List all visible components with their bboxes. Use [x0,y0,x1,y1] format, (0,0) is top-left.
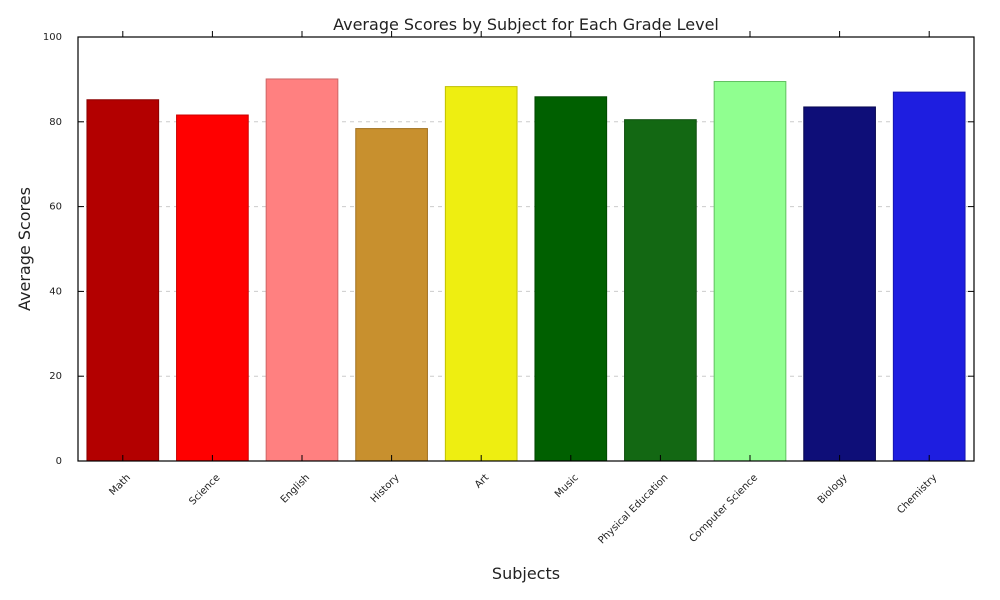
x-axis-label: Subjects [492,564,560,583]
x-tick-label: Biology [816,472,850,506]
axis-ticks [78,31,974,462]
x-tick-label: Computer Science [688,472,761,545]
bar-math [86,99,160,462]
bar-art [444,86,518,462]
x-tick-label: Physical Education [597,472,671,546]
x-tick-label: English [279,472,312,505]
bar-chemistry [892,91,966,462]
x-tick-label: History [369,472,402,505]
bar-science [176,114,249,462]
x-tick-label: Math [107,472,132,497]
bar-music [534,96,608,462]
bar-physical-education [624,119,697,462]
x-tick-label: Chemistry [895,472,939,516]
x-tick-label: Science [187,472,222,507]
x-tick-labels: Math Science English History Art Music Physica… [107,472,939,546]
plot-frame [77,36,975,462]
y-axis-label: Average Scores [15,187,34,311]
y-tick-label: 80 [49,117,62,128]
y-tick-label: 100 [43,32,62,43]
y-tick-label: 0 [56,456,62,467]
bar-biology [803,106,876,462]
chart-title: Average Scores by Subject for Each Grade… [333,15,719,34]
y-tick-label: 40 [49,286,62,297]
y-tick-label: 60 [49,202,62,213]
y-tick-label: 20 [49,371,62,382]
y-tick-labels: 0 20 40 60 80 100 [43,32,62,467]
bar-computer-science [713,81,787,462]
x-tick-label: Music [553,472,581,500]
bar-english [265,78,339,462]
bar-history [355,128,428,462]
x-tick-label: Art [473,472,491,490]
bars [86,78,966,462]
